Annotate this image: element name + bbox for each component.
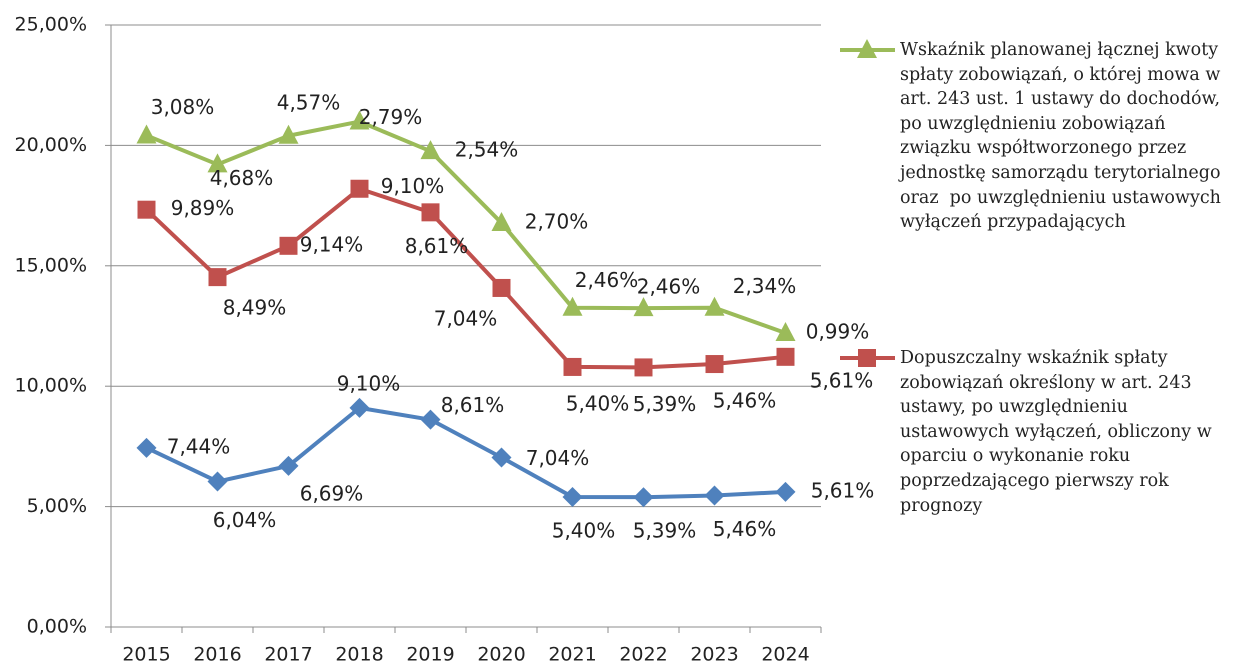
data-label: 7,44% xyxy=(167,434,231,458)
data-label: 8,61% xyxy=(405,234,469,258)
data-label: 9,89% xyxy=(171,196,235,220)
point xyxy=(492,278,511,297)
data-label: 5,39% xyxy=(633,519,697,543)
y-tick-label: 0,00% xyxy=(27,616,87,638)
point xyxy=(420,409,441,430)
data-label: 8,49% xyxy=(223,296,287,320)
x-tick-label: 2023 xyxy=(690,644,738,666)
data-label: 9,10% xyxy=(337,371,401,395)
point xyxy=(208,268,227,287)
data-label: 5,61% xyxy=(810,368,874,392)
point xyxy=(858,349,876,367)
point xyxy=(776,347,795,366)
data-label: 2,79% xyxy=(359,105,423,129)
x-tick-label: 2018 xyxy=(335,644,383,666)
data-label: 4,57% xyxy=(277,90,341,114)
data-label: 5,39% xyxy=(633,392,697,416)
point xyxy=(857,39,877,58)
data-label: 7,04% xyxy=(526,446,590,470)
point xyxy=(491,447,512,468)
point xyxy=(137,200,156,219)
y-tick-label: 25,00% xyxy=(15,14,87,36)
data-label: 5,40% xyxy=(566,391,630,415)
data-label: 6,04% xyxy=(213,508,277,532)
legend-label: Dopuszczalny wskaźnik spłaty zobowiązań … xyxy=(900,348,1218,516)
point xyxy=(278,455,299,476)
x-tick-label: 2022 xyxy=(619,644,667,666)
data-label: 8,61% xyxy=(441,393,505,417)
point xyxy=(704,296,725,316)
point xyxy=(350,179,369,198)
data-label: 5,46% xyxy=(713,389,777,413)
data-label: 6,69% xyxy=(300,481,364,505)
point xyxy=(775,481,796,502)
point xyxy=(207,471,228,492)
data-label: 7,04% xyxy=(434,306,498,330)
data-label: 9,10% xyxy=(381,174,445,198)
series-line xyxy=(145,186,786,370)
series-line xyxy=(145,119,787,335)
point xyxy=(562,486,583,507)
point xyxy=(420,140,441,160)
point xyxy=(705,355,724,374)
data-label: 3,08% xyxy=(151,95,215,119)
data-label: 0,99% xyxy=(806,319,870,343)
y-tick-label: 5,00% xyxy=(27,495,87,517)
point xyxy=(634,358,653,377)
point xyxy=(278,124,299,144)
point xyxy=(491,211,512,231)
point xyxy=(421,203,440,222)
x-tick-label: 2019 xyxy=(406,644,454,666)
data-label: 4,68% xyxy=(210,166,274,190)
data-label: 5,61% xyxy=(811,478,875,502)
point xyxy=(704,485,725,506)
point xyxy=(633,297,654,317)
data-label: 2,34% xyxy=(733,274,797,298)
data-label: 9,14% xyxy=(300,232,364,256)
data-label: 2,54% xyxy=(455,138,519,162)
y-tick-label: 10,00% xyxy=(15,375,87,397)
data-label: 2,70% xyxy=(525,209,589,233)
point xyxy=(349,397,370,418)
point xyxy=(633,487,654,508)
x-tick-label: 2016 xyxy=(193,644,241,666)
series-line xyxy=(145,405,786,500)
point xyxy=(136,124,157,144)
point xyxy=(563,357,582,376)
point xyxy=(207,153,228,173)
x-tick-label: 2015 xyxy=(122,644,170,666)
data-label: 2,46% xyxy=(575,268,639,292)
data-label: 5,46% xyxy=(713,517,777,541)
x-tick-label: 2024 xyxy=(761,644,809,666)
point xyxy=(562,296,583,316)
x-tick-label: 2021 xyxy=(548,644,596,666)
y-tick-label: 15,00% xyxy=(15,254,87,276)
point xyxy=(279,236,298,255)
point xyxy=(349,110,370,130)
legend-label: Wskaźnik planowanej łącznej kwoty spłaty… xyxy=(900,40,1227,233)
point xyxy=(775,321,796,341)
x-tick-label: 2020 xyxy=(477,644,525,666)
data-label: 2,46% xyxy=(637,275,701,299)
y-tick-label: 20,00% xyxy=(15,134,87,156)
data-label: 5,40% xyxy=(552,518,616,542)
point xyxy=(136,437,157,458)
x-tick-label: 2017 xyxy=(264,644,312,666)
